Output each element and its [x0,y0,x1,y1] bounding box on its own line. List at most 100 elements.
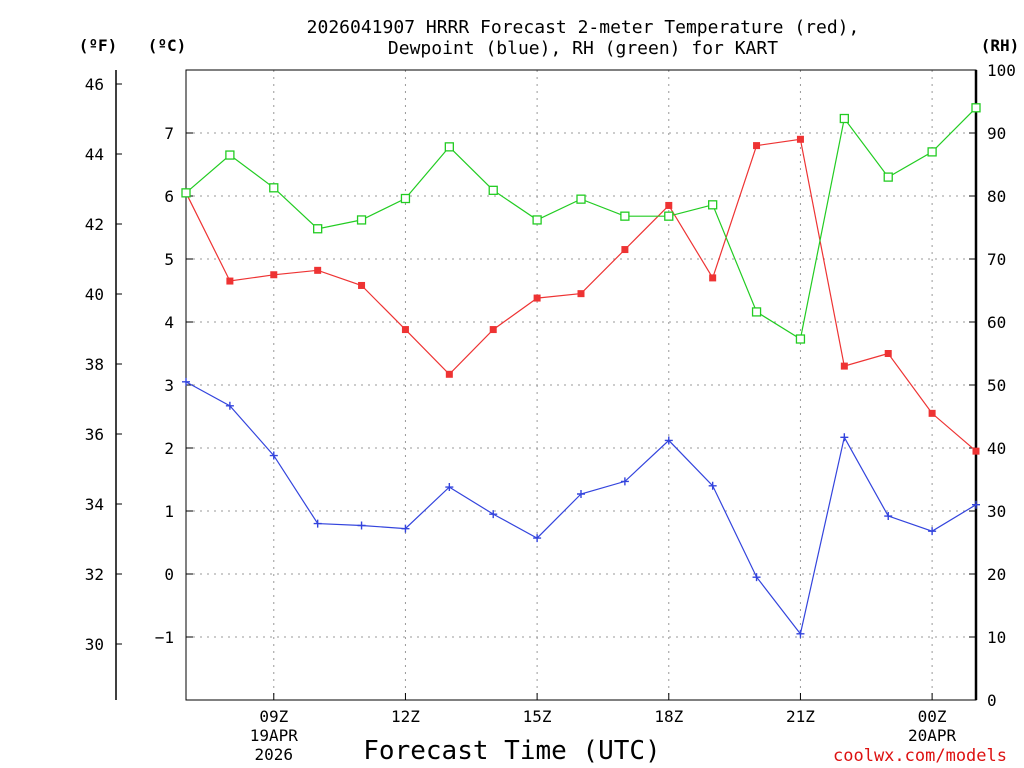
date-label: 20APR [908,726,957,745]
rh-point [620,211,630,221]
temperature-point [928,409,936,417]
rh-tick-label: 60 [987,313,1006,332]
temperature-point [270,271,278,279]
rh-point [181,188,191,198]
rh-point [400,193,411,204]
rh-tick-label: 20 [987,565,1006,584]
dewpoint-point [577,489,585,498]
dewpoint-point [620,477,629,486]
x-tick-label: 00Z [918,707,947,726]
rh-point [664,211,674,221]
x-axis-title: Forecast Time (UTC) [363,736,660,766]
rh-point [269,183,279,193]
temperature-point [665,201,673,209]
rh-point [708,200,718,210]
year-label: 2026 [255,745,294,764]
rh-point [971,103,981,113]
celsius-tick-label: 1 [164,502,174,521]
data-series [181,103,981,638]
temperature-point [445,370,453,378]
fahrenheit-tick-label: 42 [85,215,104,234]
fahrenheit-unit-label: (ºF) [79,36,118,55]
rh-point [532,215,542,225]
title-line-2: Dewpoint (blue), RH (green) for KART [388,38,778,59]
rh-point [751,307,762,317]
fahrenheit-tick-label: 32 [85,565,104,584]
rh-point [313,224,323,234]
chart-title: 2026041907 HRRR Forecast 2-meter Tempera… [307,17,860,59]
temperature-point [533,294,541,302]
dewpoint-point [708,481,717,490]
rh-tick-label: 10 [987,628,1006,647]
temperature-point [753,142,761,150]
dewpoint-line [185,381,977,636]
temperature-point [884,350,892,357]
rh-point [444,142,454,152]
rh-point [488,185,498,195]
fahrenheit-tick-label: 34 [85,495,104,514]
rh-tick-label: 50 [987,376,1006,395]
rh-point [576,194,586,204]
temperature-point [226,277,234,285]
temperature-point [621,246,629,254]
dewpoint-point [840,433,849,442]
plot-frame [185,69,977,701]
rh-tick-label: 30 [987,502,1006,521]
temperature-point [972,447,980,455]
x-tick-label: 12Z [391,707,420,726]
x-tick-label: 09Z [259,707,288,726]
credit-link[interactable]: coolwx.com/models [833,746,1007,766]
dewpoint-point [928,527,937,536]
dewpoint-point [972,500,980,509]
temperature-point [489,326,497,334]
celsius-tick-label: 6 [164,187,174,206]
dewpoint-point [445,483,454,492]
x-tick-label: 15Z [523,707,552,726]
fahrenheit-tick-label: 38 [85,355,104,374]
title-line-1: 2026041907 HRRR Forecast 2-meter Tempera… [307,17,860,38]
temperature-point [314,266,322,274]
celsius-tick-label: 7 [164,124,174,143]
rh-tick-label: 100 [987,61,1016,80]
x-tick-label: 18Z [654,707,683,726]
rh-point [883,172,893,182]
rh-tick-label: 80 [987,187,1006,206]
dewpoint-point [225,401,234,410]
temperature-point [840,362,848,370]
rh-tick-label: 70 [987,250,1006,269]
dewpoint-point [884,512,893,521]
celsius-tick-label: 5 [164,250,174,269]
rh-point [356,215,367,225]
rh-line [185,107,977,340]
rh-tick-label: 0 [987,691,997,710]
x-tick-label: 21Z [786,707,815,726]
dewpoint-point [269,451,278,460]
rh-point [225,150,235,160]
dewpoint-point [357,521,366,530]
fahrenheit-tick-label: 36 [85,425,104,444]
dewpoint-point [796,629,805,638]
temperature-point [709,274,717,282]
dewpoint-point [533,534,542,543]
celsius-tick-label: 2 [164,439,174,458]
rh-point [839,113,849,124]
dewpoint-point [182,377,190,386]
rh-tick-label: 40 [987,439,1006,458]
rh-unit-label: (RH) [981,36,1020,55]
rh-point [927,147,937,157]
celsius-tick-label: 0 [164,565,174,584]
date-label: 19APR [250,726,299,745]
temperature-point [796,135,804,143]
celsius-unit-label: (ºC) [148,36,187,55]
dewpoint-point [752,573,761,582]
temperature-point [358,281,366,289]
dewpoint-point [401,524,410,533]
celsius-tick-label: −1 [155,628,174,647]
fahrenheit-tick-label: 44 [85,145,104,164]
fahrenheit-tick-label: 46 [85,75,104,94]
tick-labels: 09Z 12Z 15Z 18Z 21Z 00Z19APR202620APR−1012345… [85,61,1016,764]
celsius-tick-label: 4 [164,313,174,332]
dewpoint-point [664,436,673,445]
celsius-tick-label: 3 [164,376,174,395]
dewpoint-point [489,510,498,519]
